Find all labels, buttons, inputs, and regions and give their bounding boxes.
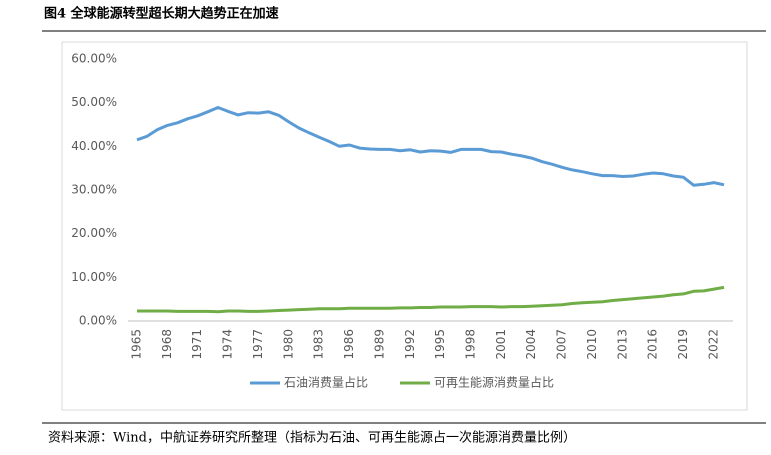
x-tick-label: 2019: [676, 329, 690, 360]
x-tick-label: 1998: [463, 329, 477, 360]
x-tick-label: 1977: [251, 329, 265, 360]
y-tick-label: 30.00%: [71, 183, 117, 197]
x-tick-label: 2016: [646, 329, 660, 360]
x-tick-label: 2022: [706, 329, 720, 360]
x-tick-label: 2013: [615, 329, 629, 360]
x-tick-label: 1983: [312, 329, 326, 360]
x-tick-label: 2004: [524, 329, 538, 360]
y-tick-label: 10.00%: [71, 270, 117, 284]
chart-frame: [61, 41, 748, 411]
x-tick-label: 2010: [585, 329, 599, 360]
series-line: [136, 106, 725, 187]
y-tick-label: 40.00%: [71, 139, 117, 153]
x-tick-label: 2007: [555, 329, 569, 360]
source-note: 资料来源：Wind，中航证券研究所整理（指标为石油、可再生能源占一次能源消费量比…: [48, 430, 576, 446]
x-tick-label: 1989: [372, 329, 386, 360]
x-tick-label: 2001: [494, 329, 508, 360]
y-tick-label: 60.00%: [71, 52, 117, 66]
y-tick-label: 20.00%: [71, 226, 117, 240]
x-tick-label: 1995: [433, 329, 447, 360]
x-tick-label: 1965: [130, 329, 144, 360]
series-line: [137, 285, 725, 314]
y-tick-label: 0.00%: [79, 314, 117, 328]
legend-label: 石油消费量占比: [284, 375, 368, 390]
legend-label: 可再生能源消费量占比: [434, 375, 554, 390]
x-tick-label: 1971: [190, 329, 204, 360]
y-tick-label: 50.00%: [71, 95, 117, 109]
x-tick-label: 1968: [160, 329, 174, 360]
x-tick-label: 1974: [221, 329, 235, 360]
chart-title: 图4 全球能源转型超长期大趋势正在加速: [44, 6, 279, 22]
x-tick-label: 1992: [403, 329, 417, 360]
x-tick-label: 1986: [342, 329, 356, 360]
x-tick-label: 1980: [281, 329, 295, 360]
